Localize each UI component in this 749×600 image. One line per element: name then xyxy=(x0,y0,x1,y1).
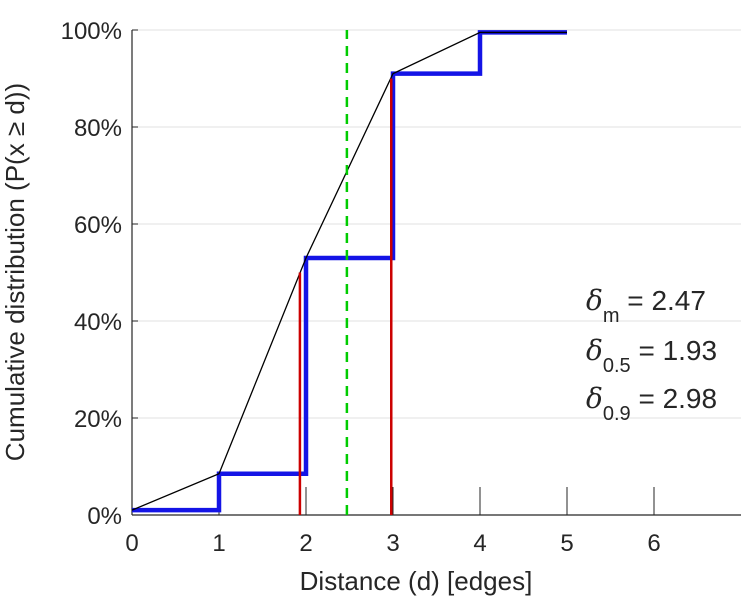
step-series-line xyxy=(132,30,567,513)
x-tick-label: 4 xyxy=(473,530,486,557)
annotation-delta-0-5: δ0.5 = 1.93 xyxy=(586,334,717,377)
axes xyxy=(131,29,741,516)
series xyxy=(131,30,567,513)
y-tick-label: 60% xyxy=(74,212,122,239)
x-tick-label: 3 xyxy=(386,530,399,557)
y-tick-label: 20% xyxy=(74,406,122,433)
x-tick-label: 1 xyxy=(212,530,225,557)
reference-lines xyxy=(298,30,393,515)
y-tick-label: 0% xyxy=(87,503,122,530)
annotation-delta-0-9: δ0.9 = 2.98 xyxy=(586,382,717,425)
y-axis-label: Cumulative distribution (P(x ≥ d)) xyxy=(0,83,30,461)
x-tick-label: 6 xyxy=(647,530,660,557)
tick-labels: 0 1 2 3 4 5 60%20%40%60%80%100% xyxy=(61,18,661,557)
x-tick-label: 0 xyxy=(125,530,138,557)
y-tick-label: 40% xyxy=(74,309,122,336)
x-axis-label: Distance (d) [edges] xyxy=(300,566,533,596)
grid-lines xyxy=(132,29,741,419)
x-tick-label: 5 xyxy=(560,530,573,557)
x-tick-label: 2 xyxy=(299,530,312,557)
delta-annotations: δm = 2.47 δ0.5 = 1.93 δ0.9 = 2.98 xyxy=(586,284,717,425)
y-tick-label: 100% xyxy=(61,18,122,45)
y-tick-label: 80% xyxy=(74,115,122,142)
interpolated-series-line xyxy=(131,31,567,511)
annotation-delta-m: δm = 2.47 xyxy=(586,284,706,327)
